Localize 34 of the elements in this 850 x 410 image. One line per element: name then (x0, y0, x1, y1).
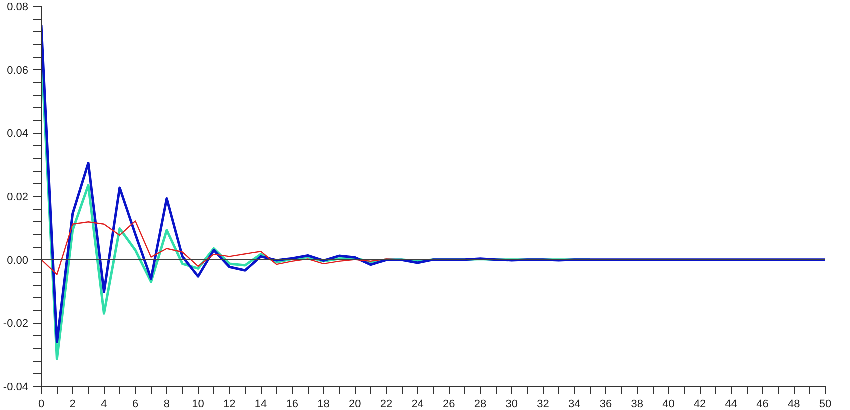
x-tick-label: 6 (132, 398, 139, 410)
x-tick-label: 0 (38, 398, 45, 410)
x-tick-label: 32 (537, 398, 550, 410)
x-tick-label: 30 (506, 398, 518, 410)
x-tick-label: 18 (318, 398, 330, 410)
x-tick-label: 22 (380, 398, 393, 410)
x-tick-label: 20 (348, 398, 362, 410)
y-tick-label: 0.02 (7, 192, 29, 204)
x-tick-label: 36 (600, 398, 612, 410)
x-tick-label: 14 (254, 398, 268, 410)
x-tick-label: 16 (286, 398, 299, 410)
x-tick-label: 50 (819, 398, 832, 410)
y-tick-label: 0.00 (7, 254, 29, 267)
y-tick-label: 0.04 (7, 128, 29, 140)
x-tick-label: 12 (224, 398, 236, 410)
x-tick-label: 40 (662, 398, 675, 410)
y-tick-label: 0.08 (7, 2, 29, 14)
x-tick-label: 8 (164, 398, 170, 410)
x-tick-label: 48 (788, 398, 800, 410)
y-tick-label: 0.06 (7, 64, 29, 77)
x-tick-label: 38 (631, 398, 644, 410)
line-series (42, 220, 403, 276)
x-tick-label: 24 (412, 398, 424, 410)
x-tick-label: 42 (694, 398, 706, 410)
x-tick-label: 34 (568, 398, 581, 410)
x-tick-label: 10 (192, 398, 204, 410)
x-tick-label: 46 (756, 398, 769, 410)
x-tick-label: 44 (725, 398, 738, 410)
x-tick-label: 4 (101, 398, 108, 410)
y-tick-label: -0.04 (3, 382, 29, 394)
x-tick-label: 26 (443, 398, 456, 410)
x-tick-label: 2 (70, 398, 76, 410)
x-tick-label: 28 (474, 398, 487, 410)
y-tick-label: -0.02 (3, 318, 29, 330)
